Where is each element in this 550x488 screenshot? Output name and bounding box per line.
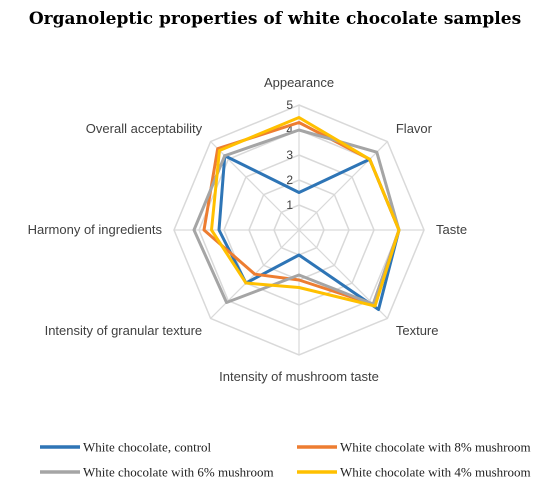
tick-label: 3 (286, 148, 293, 162)
category-label: Intensity of granular texture (45, 323, 203, 338)
series-line-3 (192, 128, 401, 306)
tick-label: 5 (286, 98, 293, 112)
chart-title: Organoleptic properties of white chocola… (29, 9, 521, 29)
category-label: Taste (436, 222, 467, 237)
radial-tick-labels: 1 2 3 4 5 (286, 98, 293, 212)
category-label: Harmony of ingredients (28, 222, 163, 237)
category-label: Intensity of mushroom taste (219, 369, 379, 384)
legend-label-1: White chocolate, control (83, 440, 212, 455)
legend-label-3: White chocolate with 6% mushroom (83, 465, 274, 480)
legend: White chocolate, control White chocolate … (40, 440, 531, 480)
category-labels: Appearance Flavor Taste Texture Intensity of… (28, 75, 467, 384)
series-lines (192, 116, 401, 312)
tick-label: 1 (286, 198, 293, 212)
legend-label-2: White chocolate with 8% mushroom (340, 440, 531, 455)
category-label: Flavor (396, 121, 433, 136)
category-label: Overall acceptability (86, 121, 203, 136)
series-line-4 (210, 116, 401, 308)
tick-label: 2 (286, 173, 293, 187)
category-label: Texture (396, 323, 439, 338)
grid-spoke (298, 141, 388, 231)
category-label: Appearance (264, 75, 334, 90)
legend-label-4: White chocolate with 4% mushroom (340, 465, 531, 480)
tick-label: 4 (286, 123, 293, 137)
